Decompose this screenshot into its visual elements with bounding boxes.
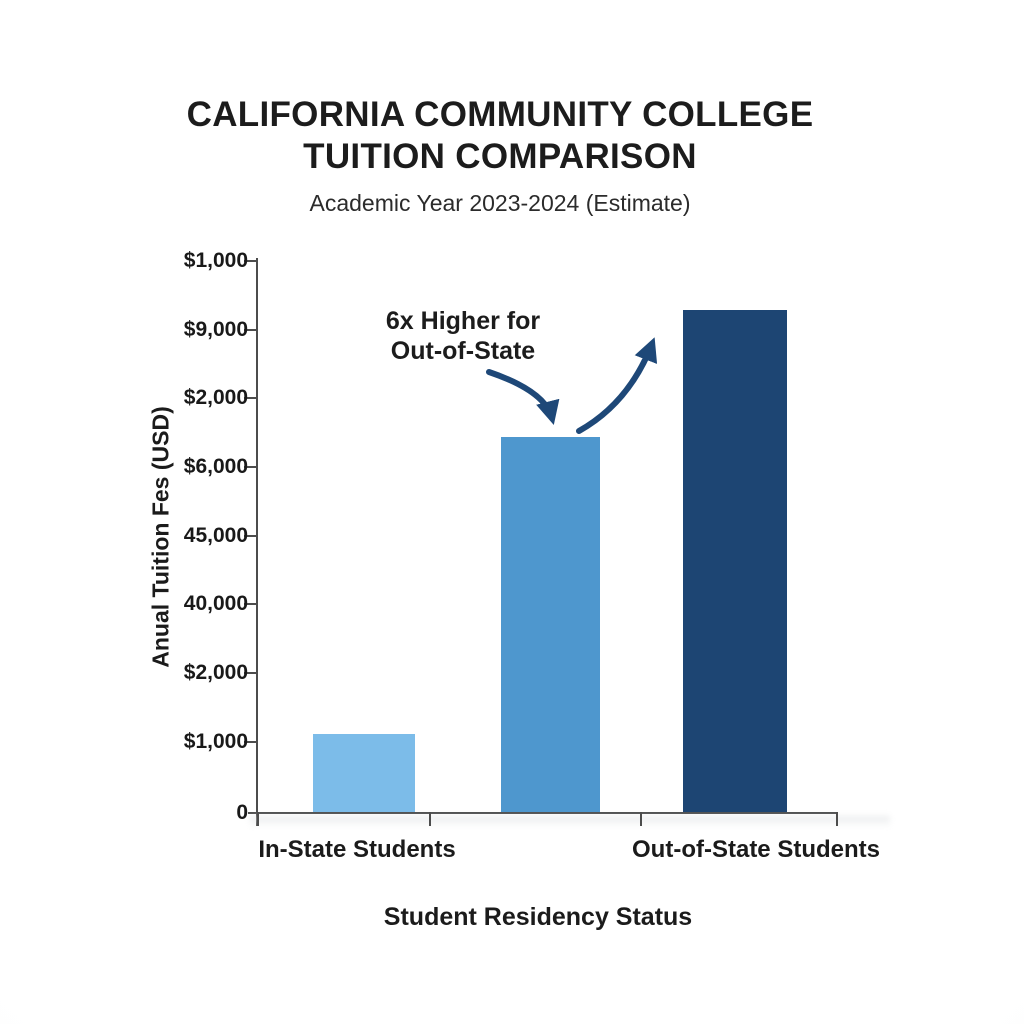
y-tick-label: $2,000 xyxy=(183,386,248,409)
y-tick-label: 0 xyxy=(236,801,248,824)
y-tick-mark xyxy=(244,466,257,468)
chart-title-line2: TUITION COMPARISON xyxy=(303,137,697,176)
bar-middle xyxy=(501,437,600,812)
y-tick-label: 40,000 xyxy=(183,592,248,615)
bar-in-state xyxy=(313,734,415,812)
x-tick-mark xyxy=(257,812,259,826)
y-tick-label: $6,000 xyxy=(183,455,248,478)
x-category-label-out-of-state: Out-of-State Students xyxy=(632,836,880,863)
y-tick-mark xyxy=(244,603,257,605)
chart-title-line1: CALIFORNIA COMMUNITY COLLEGE xyxy=(186,95,814,134)
y-tick-mark xyxy=(244,260,257,262)
annotation-text: 6x Higher for Out-of-State xyxy=(386,306,540,366)
annotation-line2: Out-of-State xyxy=(390,337,536,365)
arrow-to-out-of-state-bar xyxy=(576,337,658,434)
chart-subtitle: Academic Year 2023-2024 (Estimate) xyxy=(309,190,691,216)
arrow-to-middle-bar xyxy=(486,369,560,425)
baseline-shadow xyxy=(250,816,890,828)
x-axis-title: Student Residency Status xyxy=(383,903,693,931)
y-tick-label: $9,000 xyxy=(183,318,248,341)
y-tick-mark xyxy=(244,741,257,743)
x-tick-mark xyxy=(640,812,642,826)
y-axis-line xyxy=(256,258,258,826)
y-tick-label: $2,000 xyxy=(183,661,248,684)
chart-header: CALIFORNIA COMMUNITY COLLEGE TUITION COM… xyxy=(0,94,1000,217)
y-tick-label: $1,000 xyxy=(183,730,248,753)
y-tick-label: $1,000 xyxy=(183,249,248,272)
x-tick-mark xyxy=(429,812,431,826)
annotation-line1: 6x Higher for xyxy=(385,307,541,335)
y-tick-mark xyxy=(244,535,257,537)
y-tick-label: 45,000 xyxy=(183,524,248,547)
x-tick-mark xyxy=(836,812,838,826)
bar-out-of-state xyxy=(683,310,787,812)
y-tick-mark xyxy=(244,329,257,331)
x-axis-line xyxy=(248,812,838,814)
chart-title: CALIFORNIA COMMUNITY COLLEGE TUITION COM… xyxy=(0,94,1000,178)
x-category-label-in-state: In-State Students xyxy=(258,836,456,863)
y-tick-mark xyxy=(244,397,257,399)
y-tick-mark xyxy=(244,672,257,674)
y-axis-title: Anual Tuition Fes (USD) xyxy=(147,406,174,668)
